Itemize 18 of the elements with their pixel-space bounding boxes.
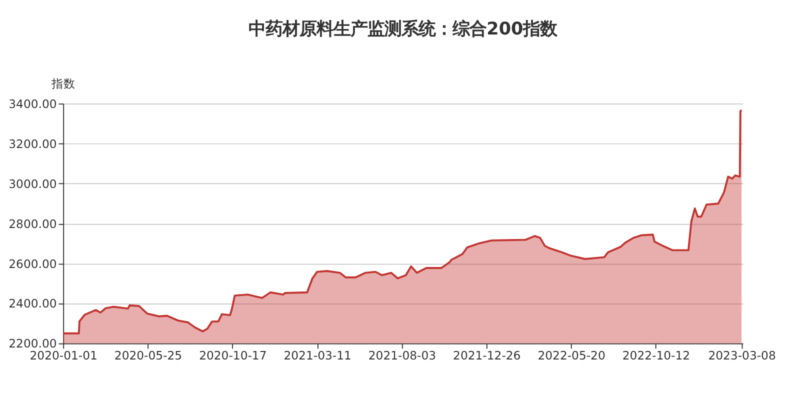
chart-title: 中药材原料生产监测系统：综合200指数 [248, 20, 558, 40]
y-tick-label: 3400.00 [8, 96, 57, 111]
x-tick-label: 2020-01-01 [30, 348, 98, 362]
x-tick-label: 2022-05-20 [538, 348, 606, 362]
x-tick-label: 2020-05-25 [114, 348, 182, 362]
x-tick-label: 2021-12-26 [453, 348, 521, 362]
y-tick-label: 3000.00 [8, 176, 57, 191]
x-tick-label: 2021-08-03 [368, 348, 436, 362]
y-tick-label: 2400.00 [8, 296, 57, 311]
y-axis-title: 指数 [50, 76, 76, 91]
x-tick-label: 2023-03-08 [708, 348, 776, 362]
y-tick-label: 2200.00 [8, 336, 57, 351]
x-tick-label: 2021-03-11 [284, 348, 352, 362]
x-tick-label: 2020-10-17 [199, 348, 267, 362]
y-tick-label: 2600.00 [8, 256, 57, 271]
y-tick-label: 3200.00 [8, 136, 57, 151]
y-tick-label: 2800.00 [8, 216, 57, 231]
x-tick-label: 2022-10-12 [622, 348, 690, 362]
